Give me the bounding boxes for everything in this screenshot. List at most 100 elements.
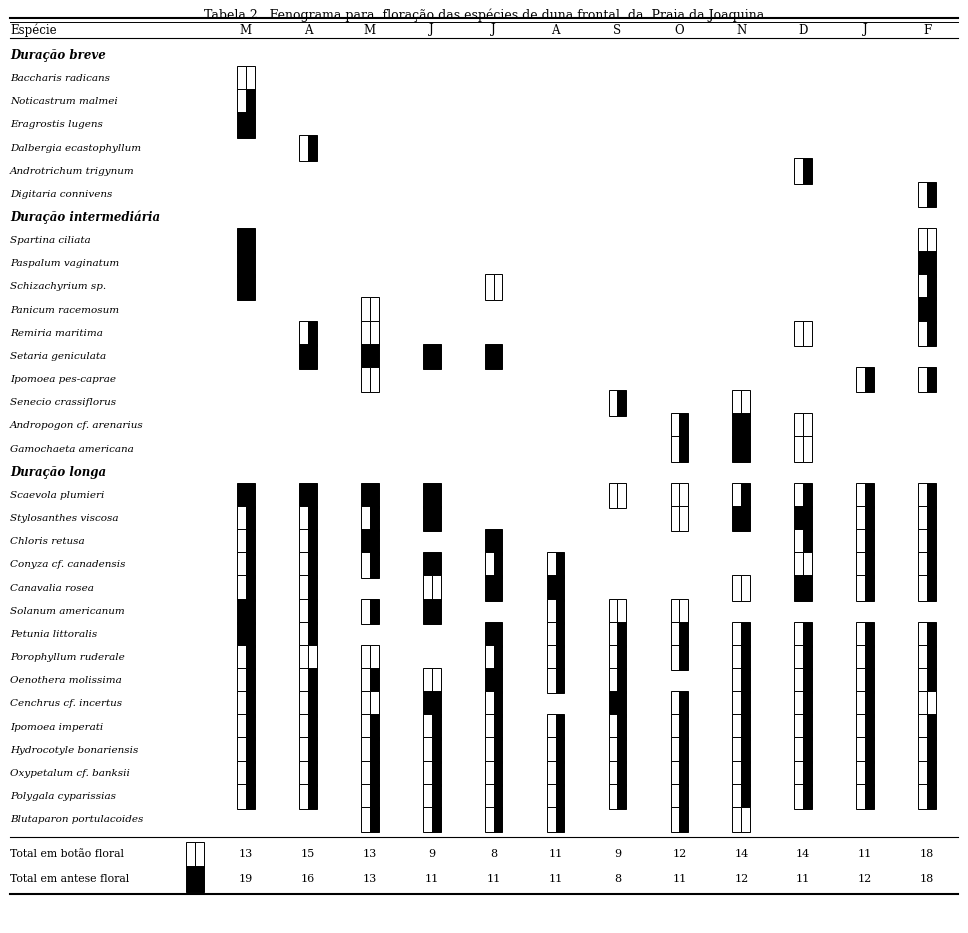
Bar [547, 668, 556, 693]
Bar [795, 159, 803, 184]
Bar [370, 506, 378, 532]
Bar [361, 321, 370, 346]
Bar [919, 668, 927, 693]
Bar [423, 807, 432, 832]
Bar [246, 576, 255, 601]
Bar [308, 784, 317, 809]
Bar [485, 529, 502, 554]
Bar [547, 807, 556, 832]
Bar [919, 737, 927, 763]
Bar [733, 482, 741, 508]
Text: 9: 9 [428, 849, 436, 859]
Bar [299, 668, 308, 693]
Bar [547, 576, 564, 601]
Bar [733, 784, 741, 809]
Text: Stylosanthes viscosa: Stylosanthes viscosa [10, 514, 118, 523]
Bar [237, 737, 246, 763]
Bar [795, 482, 803, 508]
Bar [857, 367, 865, 393]
Bar [795, 437, 803, 462]
Text: Polygala cyparissias: Polygala cyparissias [10, 792, 116, 801]
Bar [803, 760, 812, 787]
Text: Espécie: Espécie [10, 23, 56, 36]
Bar [795, 668, 803, 693]
Bar [741, 576, 750, 601]
Bar [299, 135, 308, 160]
Bar [299, 784, 308, 809]
Bar [237, 784, 246, 809]
Bar [618, 645, 626, 670]
Text: 18: 18 [920, 849, 934, 859]
Bar [308, 506, 317, 532]
Bar [370, 737, 378, 763]
Bar [556, 807, 564, 832]
Bar [919, 760, 927, 787]
Bar [803, 529, 812, 554]
Bar [361, 529, 378, 554]
Bar [361, 506, 370, 532]
Bar [803, 715, 812, 740]
Bar [246, 552, 255, 578]
Bar [927, 321, 936, 346]
Bar [494, 760, 502, 787]
Bar [237, 576, 246, 601]
Text: 11: 11 [672, 874, 686, 884]
Bar [919, 274, 927, 299]
Bar [609, 691, 626, 717]
Bar [609, 390, 618, 415]
Bar [671, 599, 680, 624]
Bar [556, 621, 564, 648]
Bar [494, 784, 502, 809]
Bar [299, 506, 308, 532]
Text: A: A [304, 23, 312, 36]
Bar [741, 737, 750, 763]
Bar [618, 621, 626, 648]
Bar [671, 621, 680, 648]
Bar [299, 576, 308, 601]
Bar [423, 576, 432, 601]
Bar [609, 621, 618, 648]
Text: Oxypetalum cf. banksii: Oxypetalum cf. banksii [10, 769, 130, 778]
Bar [186, 866, 204, 892]
Bar [308, 715, 317, 740]
Text: 19: 19 [239, 874, 253, 884]
Bar [919, 784, 927, 809]
Bar [299, 691, 308, 717]
Bar [485, 737, 494, 763]
Bar [609, 760, 618, 787]
Bar [308, 552, 317, 578]
Bar [803, 482, 812, 508]
Bar [432, 737, 440, 763]
Bar [237, 66, 246, 91]
Bar [741, 807, 750, 832]
Bar [741, 715, 750, 740]
Bar [246, 784, 255, 809]
Bar [370, 321, 378, 346]
Bar [246, 668, 255, 693]
Bar [432, 576, 440, 601]
Text: 11: 11 [549, 849, 562, 859]
Text: J: J [862, 23, 867, 36]
Bar [361, 343, 378, 369]
Bar [237, 529, 246, 554]
Bar [803, 784, 812, 809]
Bar [237, 228, 255, 254]
Bar [299, 343, 317, 369]
Bar [361, 737, 370, 763]
Bar [237, 621, 255, 648]
Bar [857, 482, 865, 508]
Bar [733, 437, 750, 462]
Bar [423, 691, 440, 717]
Bar [494, 274, 502, 299]
Bar [795, 552, 803, 578]
Bar [803, 552, 812, 578]
Bar [919, 482, 927, 508]
Bar [803, 691, 812, 717]
Bar [919, 182, 927, 207]
Bar [494, 691, 502, 717]
Bar [618, 390, 626, 415]
Bar [485, 760, 494, 787]
Bar [733, 506, 750, 532]
Bar [299, 737, 308, 763]
Text: Scaevola plumieri: Scaevola plumieri [10, 491, 105, 500]
